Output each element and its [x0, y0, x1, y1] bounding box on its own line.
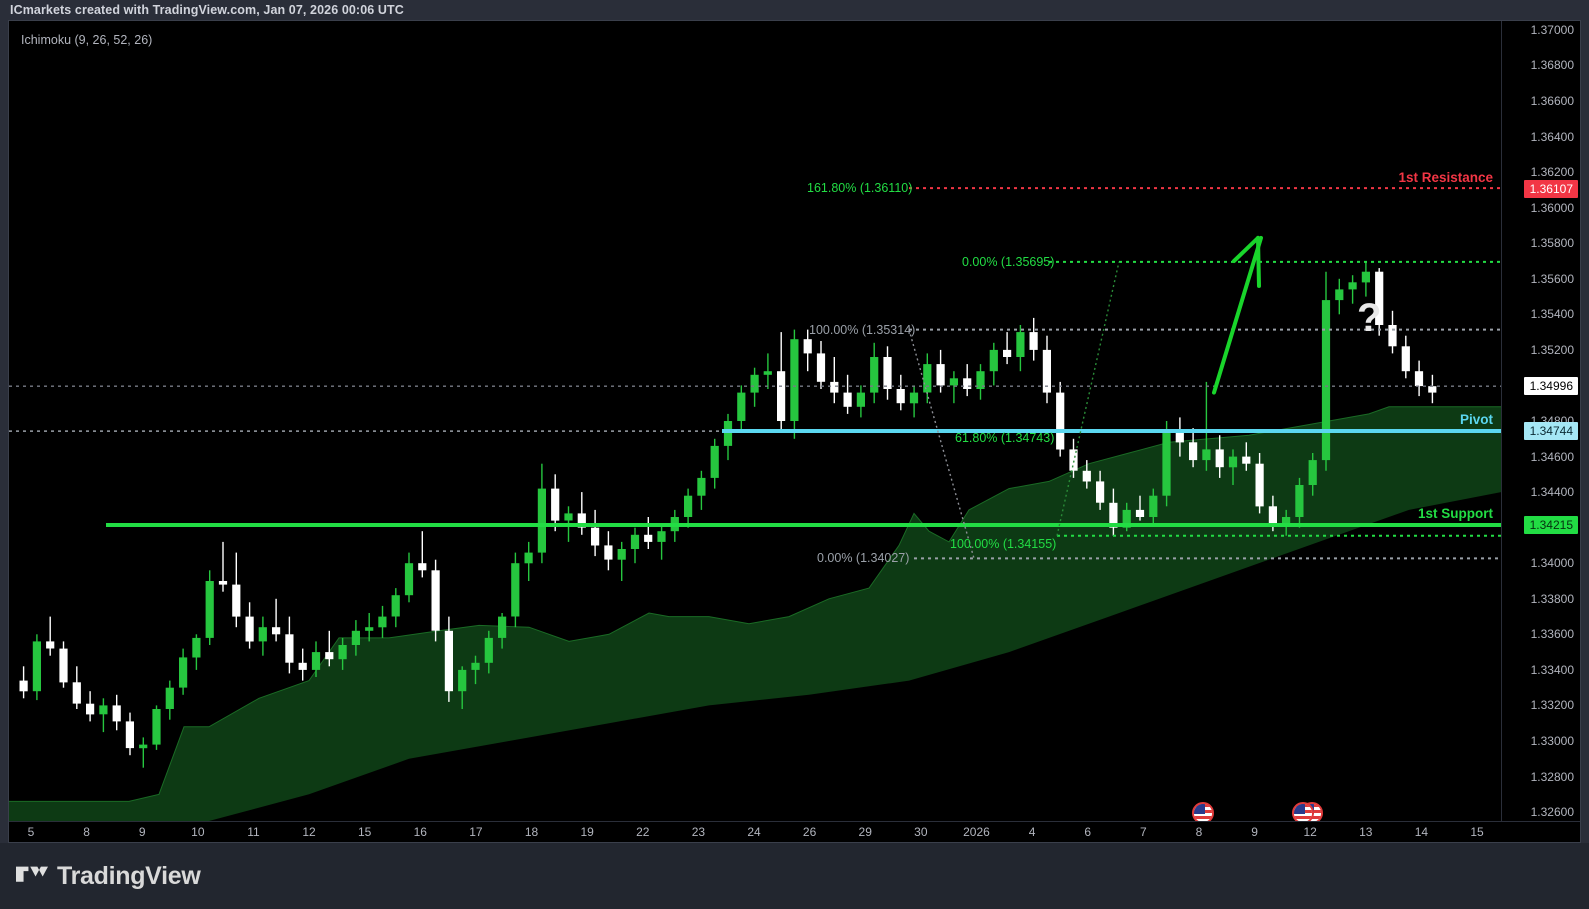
- price-axis-tick: 1.36200: [1530, 165, 1574, 180]
- time-axis-tick: 14: [1414, 825, 1429, 839]
- time-axis-tick: 5: [27, 825, 35, 839]
- time-axis-tick: 19: [580, 825, 594, 839]
- price-axis-tick: 1.36600: [1530, 94, 1574, 108]
- us-flag-event-icon[interactable]: [1192, 802, 1214, 821]
- price-axis-tick: 1.34000: [1530, 556, 1574, 571]
- time-axis[interactable]: 5 8 9 10 11 12 15 16 17 18 19 22 23 24 26 29 30 2026 4 6 7 8 9…: [9, 821, 1580, 842]
- price-axis-tick: 1.35400: [1530, 307, 1574, 322]
- price-axis-tick: 1.32800: [1530, 769, 1574, 784]
- price-axis-tick: 1.36800: [1530, 58, 1574, 73]
- question-mark-annotation: ?: [1357, 296, 1382, 341]
- time-axis-tick: 13: [1359, 825, 1373, 839]
- chart-plot-area[interactable]: ? 1st Resistance Pivot 1st Support 161.80% (…: [9, 21, 1501, 821]
- time-axis-tick: 9: [138, 825, 146, 839]
- indicator-legend[interactable]: Ichimoku (9, 26, 52, 26): [21, 33, 153, 47]
- price-axis-tick: 1.35600: [1530, 271, 1574, 286]
- time-axis-tick: 18: [524, 825, 539, 839]
- price-axis-tick: 1.35200: [1530, 342, 1574, 357]
- fib-level-label: 100.00% (1.34155): [950, 536, 1057, 551]
- us-flag-event-icon[interactable]: [1292, 802, 1314, 821]
- resistance-price-label[interactable]: 1.36107: [1523, 179, 1578, 198]
- price-axis-tick: 1.33400: [1530, 662, 1574, 677]
- price-axis-tick: 1.33800: [1530, 591, 1574, 606]
- attribution-header: ICmarkets created with TradingView.com, …: [0, 0, 1589, 20]
- time-axis-tick: 6: [1084, 825, 1092, 839]
- chart-frame: Ichimoku (9, 26, 52, 26) ? 1st Resistance…: [8, 20, 1581, 843]
- pivot-price-label[interactable]: 1.34744: [1523, 421, 1578, 440]
- footer-bar: TradingView: [0, 843, 1589, 909]
- fib-level-label: 0.00% (1.35695): [962, 254, 1055, 269]
- price-axis-tick: 1.33200: [1530, 698, 1574, 713]
- fib-level-label: 61.80% (1.34743): [955, 431, 1055, 446]
- time-axis-tick: 22: [636, 825, 650, 839]
- fib-level-label: 100.00% (1.35314): [809, 322, 916, 337]
- time-axis-tick: 23: [691, 825, 706, 839]
- time-axis-tick: 7: [1139, 825, 1147, 839]
- time-axis-tick: 24: [747, 825, 761, 839]
- time-axis-tick: 8: [83, 825, 90, 839]
- fib-level-label: 0.00% (1.34027): [817, 551, 910, 566]
- level-label-pivot[interactable]: Pivot: [1459, 411, 1493, 427]
- tradingview-logo-icon: [16, 864, 48, 888]
- price-axis-tick: 1.36000: [1530, 200, 1574, 215]
- time-axis-tick: 30: [914, 825, 928, 839]
- price-axis-tick: 1.35800: [1530, 236, 1574, 251]
- price-axis-tick: 1.36400: [1530, 129, 1574, 144]
- support-price-label[interactable]: 1.34215: [1523, 516, 1578, 534]
- price-axis-tick: 1.34600: [1530, 449, 1574, 464]
- time-axis-tick: 17: [469, 825, 483, 839]
- time-axis-tick: 4: [1028, 825, 1036, 839]
- tradingview-brand-text: TradingView: [57, 861, 201, 890]
- time-axis-tick: 16: [413, 825, 427, 839]
- time-axis-tick: 12: [1303, 825, 1317, 839]
- candlestick-canvas: [9, 187, 1501, 821]
- time-axis-tick: 15: [358, 825, 372, 839]
- price-axis-tick: 1.33000: [1530, 734, 1574, 748]
- time-axis-tick: 9: [1251, 825, 1258, 839]
- time-axis-tick: 12: [302, 825, 316, 839]
- time-axis-tick: 10: [191, 825, 205, 839]
- price-axis-tick: 1.34400: [1530, 485, 1574, 500]
- price-axis-tick: 1.37000: [1530, 22, 1574, 37]
- price-axis-tick: 1.32600: [1530, 805, 1574, 820]
- level-label-1st-support[interactable]: 1st Support: [1417, 506, 1493, 521]
- time-axis-tick: 15: [1470, 825, 1484, 839]
- price-axis[interactable]: 1.37000 1.36800 1.36600 1.36400 1.36200 1.360…: [1501, 21, 1580, 821]
- time-axis-tick: 29: [858, 825, 872, 839]
- current-price-label[interactable]: 1.34996: [1523, 377, 1578, 396]
- fib-level-label: 161.80% (1.36110): [807, 181, 913, 196]
- time-axis-tick: 11: [247, 825, 260, 839]
- time-axis-tick: 8: [1195, 825, 1203, 839]
- time-axis-tick: 2026: [963, 825, 990, 839]
- time-axis-tick: 26: [802, 825, 817, 839]
- level-label-1st-resistance[interactable]: 1st Resistance: [1398, 169, 1493, 185]
- price-axis-tick: 1.33600: [1530, 627, 1574, 642]
